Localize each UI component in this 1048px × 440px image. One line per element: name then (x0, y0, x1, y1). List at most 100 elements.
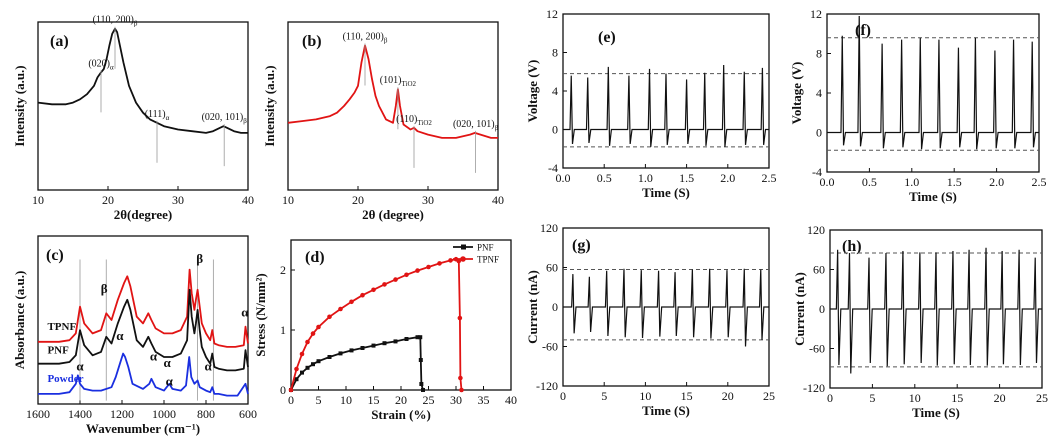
x-tick-label: 1.5 (947, 175, 962, 189)
peak-label: α (204, 358, 212, 373)
x-tick-label: 5 (869, 391, 875, 405)
x-axis-title: Time (S) (642, 403, 690, 418)
data-point (418, 335, 423, 340)
data-point (360, 292, 365, 298)
peak-label: β (101, 281, 108, 296)
x-tick-label: 10 (32, 193, 44, 207)
x-axis-title: Time (S) (642, 185, 690, 200)
panel-b: 10 20 30 40 2θ (degree) Intensity (a.u.) (b) (1… (262, 21, 504, 222)
y-tick-label: 12 (810, 7, 822, 21)
data-point (404, 337, 409, 341)
panel-e: 0.0 0.5 1.0 1.5 2.0 2.5 -4 0 4 8 12 Time (S) Voltage… (525, 7, 777, 200)
panel-label: (d) (305, 249, 325, 266)
data-point (338, 351, 343, 356)
y-tick-label: 1 (280, 323, 286, 337)
data-point (327, 355, 332, 359)
x-tick-label: 20 (994, 391, 1006, 405)
data-point (310, 331, 316, 336)
data-point (349, 299, 354, 305)
y-tick-label: -4 (812, 165, 822, 179)
legend-marker (461, 244, 466, 250)
x-tick-label: 2.5 (762, 171, 777, 185)
peak-label: (020, 101)β (202, 112, 248, 125)
panel-f: 0.0 0.5 1.0 1.5 2.0 2.5 -4 0 4 8 12 Time (S) Voltage… (789, 7, 1047, 204)
x-tick-label: 0.0 (820, 175, 835, 189)
x-tick-label: 0 (827, 391, 833, 405)
legend-label: TPNF (477, 255, 499, 265)
panel-label: (h) (842, 238, 862, 255)
x-tick-label: 30 (172, 193, 184, 207)
x-axis-title: Time (S) (909, 189, 957, 204)
data-point (382, 282, 387, 287)
y-tick-label: 0 (819, 302, 825, 316)
x-tick-label: 5 (601, 389, 607, 403)
peak-label: α (166, 374, 174, 389)
data-point (294, 377, 299, 382)
data-point (421, 388, 425, 392)
y-tick-label: -120 (803, 381, 825, 395)
peak-label: (111)α (145, 109, 170, 122)
x-tick-label: 1.5 (679, 171, 694, 185)
x-tick-label: 1400 (68, 407, 92, 421)
panel-h: 0 5 10 15 20 25 -120 -60 0 60 120 Time (S) Current (… (792, 223, 1048, 420)
peak-label: α (241, 305, 249, 320)
x-tick-label: 1200 (110, 407, 134, 421)
x-tick-label: 40 (492, 193, 504, 207)
x-tick-label: 0 (288, 393, 294, 407)
data-point (305, 339, 310, 345)
x-tick-label: 30 (450, 393, 462, 407)
panel-label: (b) (302, 33, 322, 50)
x-tick-label: 2.0 (989, 175, 1004, 189)
x-tick-label: 10 (282, 193, 294, 207)
data-point (360, 346, 365, 350)
curve-label: Powder (47, 373, 83, 385)
x-axis-title: Time (S) (912, 405, 960, 420)
curve-label: TPNF (47, 321, 76, 333)
peak-label: α (164, 355, 172, 370)
data-point (299, 351, 305, 357)
x-tick-label: 40 (242, 193, 254, 207)
plot-frame (287, 21, 499, 191)
x-tick-label: 0.5 (862, 175, 877, 189)
signal-trace (563, 268, 769, 347)
data-point (316, 324, 321, 330)
series-line-tpnf (38, 268, 249, 348)
data-point (393, 277, 398, 282)
x-tick-label: 15 (951, 391, 963, 405)
data-point (371, 343, 376, 348)
data-point (371, 287, 376, 293)
x-axis-title: 2θ (degree) (362, 207, 424, 222)
y-axis-title: Current (nA) (792, 272, 807, 346)
y-axis-title: Voltage (V) (525, 60, 540, 123)
panel-a: 10 20 30 40 2θ(degree) Intensity (a.u.) (a) (02… (12, 15, 254, 222)
x-tick-label: 30 (422, 193, 434, 207)
y-tick-label: 0 (816, 126, 822, 140)
data-point (316, 359, 321, 364)
y-tick-label: 4 (552, 84, 558, 98)
panel-c: 1600 1400 1200 1000 800 600 Wavenumber (cm⁻¹) A… (12, 235, 257, 436)
peak-label: (020)α (88, 58, 114, 71)
y-axis-title: Current (nA) (525, 270, 540, 344)
x-tick-label: 0.5 (597, 171, 612, 185)
series-line-tpnf (290, 258, 463, 391)
legend-label: PNF (477, 243, 494, 253)
panel-label: (a) (50, 33, 69, 50)
peak-label: α (150, 348, 158, 363)
y-axis-title: Stress (N/mm²) (253, 273, 268, 356)
peak-label: (110, 200)β (343, 32, 388, 45)
signal-trace (563, 65, 769, 147)
peak-label: (110)TiO2 (396, 114, 432, 127)
data-point (327, 314, 332, 320)
y-tick-label: 8 (552, 46, 558, 60)
panel-g: 0 5 10 15 20 25 -120 -60 0 60 120 Time (S) Current (… (525, 221, 775, 418)
x-tick-label: 15 (368, 393, 380, 407)
x-tick-label: 1600 (26, 407, 50, 421)
y-axis-title: Voltage (V) (789, 62, 804, 125)
y-tick-label: 12 (546, 7, 558, 21)
x-axis-title: Strain (%) (371, 407, 431, 422)
x-tick-label: 10 (639, 389, 651, 403)
plot-frame (37, 235, 249, 405)
panel-label: (e) (598, 29, 616, 46)
x-tick-label: 20 (395, 393, 407, 407)
